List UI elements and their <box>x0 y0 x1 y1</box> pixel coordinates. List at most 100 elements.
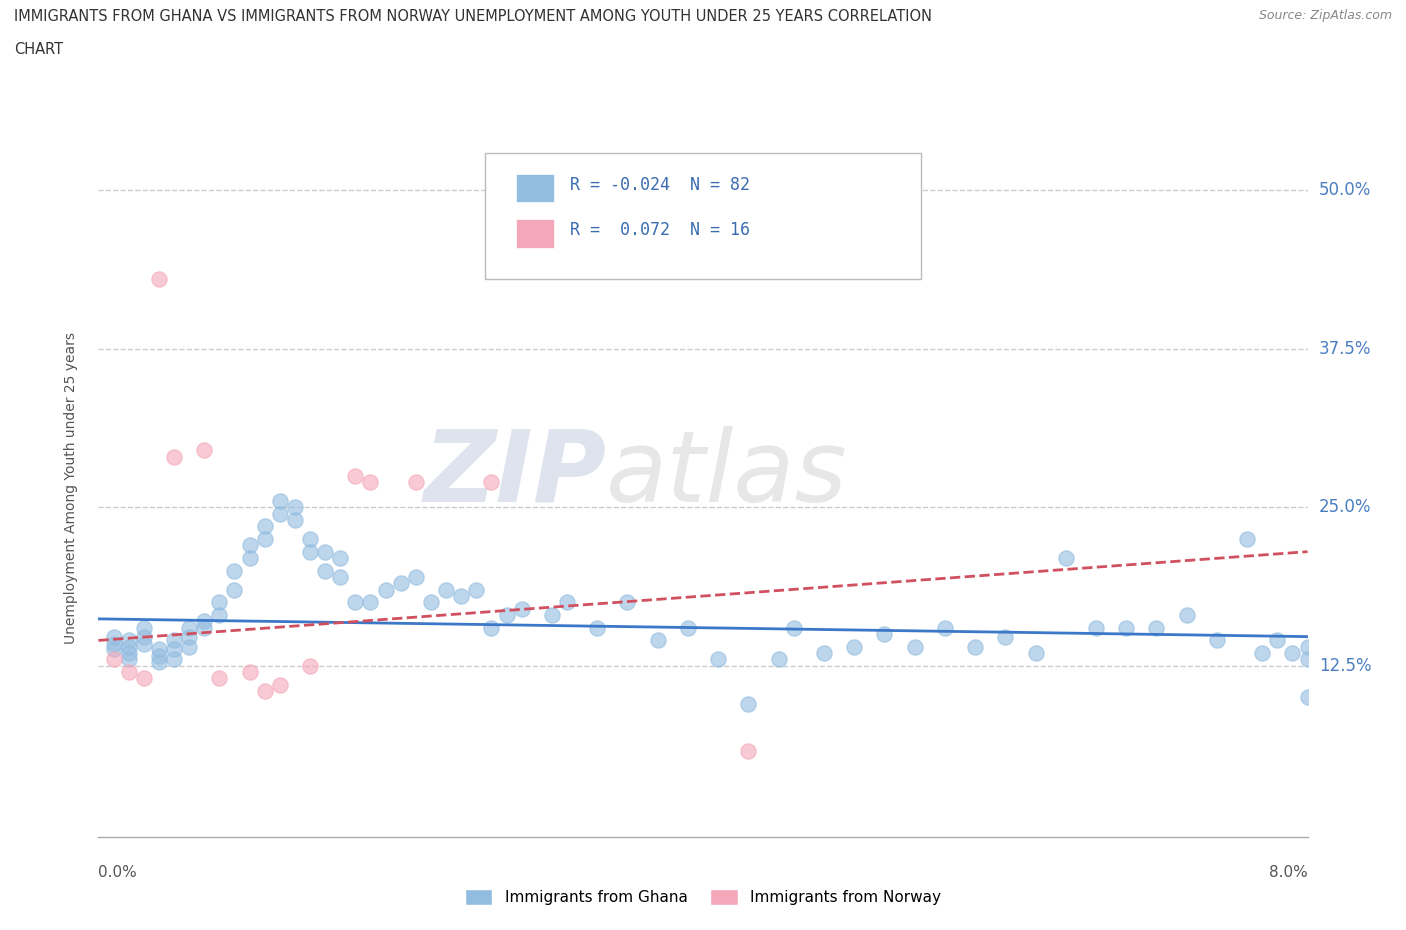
Point <box>405 569 427 584</box>
Point <box>555 595 578 610</box>
Point <box>269 506 291 521</box>
Point <box>1236 532 1258 547</box>
Point <box>813 645 835 660</box>
Point <box>1024 645 1046 660</box>
Point <box>224 582 246 597</box>
Text: 0.0%: 0.0% <box>98 865 138 880</box>
Text: atlas: atlas <box>606 426 848 523</box>
Point <box>1175 607 1198 622</box>
Point <box>314 564 336 578</box>
Point <box>239 538 262 552</box>
Point <box>163 652 186 667</box>
Point <box>1115 620 1137 635</box>
Point <box>179 639 201 654</box>
Point <box>193 620 215 635</box>
Point <box>208 671 231 686</box>
Point <box>103 652 125 667</box>
Text: 37.5%: 37.5% <box>1319 339 1371 358</box>
Point <box>118 639 141 654</box>
Point <box>148 655 170 670</box>
Point <box>132 637 155 652</box>
Point <box>1296 639 1319 654</box>
Point <box>465 582 488 597</box>
Point <box>208 607 231 622</box>
FancyBboxPatch shape <box>516 174 554 203</box>
Point <box>359 595 381 610</box>
Point <box>965 639 987 654</box>
Point <box>163 449 186 464</box>
Point <box>934 620 956 635</box>
Point <box>118 665 141 680</box>
Point <box>239 551 262 565</box>
Point <box>253 684 276 698</box>
FancyBboxPatch shape <box>516 219 554 247</box>
Point <box>647 633 669 648</box>
Point <box>479 620 503 635</box>
Text: 8.0%: 8.0% <box>1268 865 1308 880</box>
Point <box>163 633 186 648</box>
Text: R = -0.024  N = 82: R = -0.024 N = 82 <box>569 176 749 193</box>
Point <box>344 468 367 483</box>
Point <box>737 697 759 711</box>
Point <box>329 551 352 565</box>
Point <box>284 512 307 527</box>
Point <box>1251 645 1274 660</box>
Point <box>284 499 307 514</box>
Point <box>269 677 291 692</box>
Point <box>103 630 125 644</box>
Text: 12.5%: 12.5% <box>1319 657 1371 675</box>
Point <box>768 652 790 667</box>
Point <box>269 494 291 509</box>
Point <box>1281 645 1303 660</box>
Point <box>103 642 125 657</box>
Point <box>419 595 441 610</box>
Point <box>374 582 396 597</box>
Point <box>1144 620 1167 635</box>
Point <box>208 595 231 610</box>
Point <box>540 607 562 622</box>
Point <box>148 648 170 663</box>
Point <box>299 544 322 559</box>
Legend: Immigrants from Ghana, Immigrants from Norway: Immigrants from Ghana, Immigrants from N… <box>460 884 946 910</box>
Point <box>707 652 730 667</box>
Point <box>132 620 155 635</box>
Point <box>903 639 925 654</box>
Point <box>132 671 155 686</box>
Point <box>1265 633 1288 648</box>
Text: CHART: CHART <box>14 42 63 57</box>
Point <box>224 564 246 578</box>
Point <box>1296 690 1319 705</box>
Point <box>118 652 141 667</box>
Point <box>299 532 322 547</box>
Point <box>118 645 141 660</box>
Text: R =  0.072  N = 16: R = 0.072 N = 16 <box>569 221 749 239</box>
Point <box>329 569 352 584</box>
Point <box>994 630 1017 644</box>
Point <box>1085 620 1108 635</box>
Point <box>1054 551 1077 565</box>
Text: ZIP: ZIP <box>423 426 606 523</box>
Text: Source: ZipAtlas.com: Source: ZipAtlas.com <box>1258 9 1392 22</box>
Point <box>118 633 141 648</box>
Point <box>479 474 503 489</box>
Point <box>148 642 170 657</box>
Point <box>434 582 457 597</box>
Point <box>163 642 186 657</box>
Text: IMMIGRANTS FROM GHANA VS IMMIGRANTS FROM NORWAY UNEMPLOYMENT AMONG YOUTH UNDER 2: IMMIGRANTS FROM GHANA VS IMMIGRANTS FROM… <box>14 9 932 24</box>
Point <box>193 614 215 629</box>
Point <box>510 602 533 617</box>
Point <box>1205 633 1229 648</box>
Point <box>299 658 322 673</box>
Point <box>844 639 866 654</box>
Point <box>450 589 472 604</box>
Text: 25.0%: 25.0% <box>1319 498 1371 516</box>
Text: 50.0%: 50.0% <box>1319 181 1371 199</box>
Point <box>179 620 201 635</box>
Point <box>782 620 804 635</box>
Point <box>737 743 759 758</box>
Point <box>405 474 427 489</box>
Point <box>239 665 262 680</box>
Point <box>359 474 381 489</box>
Point <box>676 620 699 635</box>
Point <box>253 519 276 534</box>
